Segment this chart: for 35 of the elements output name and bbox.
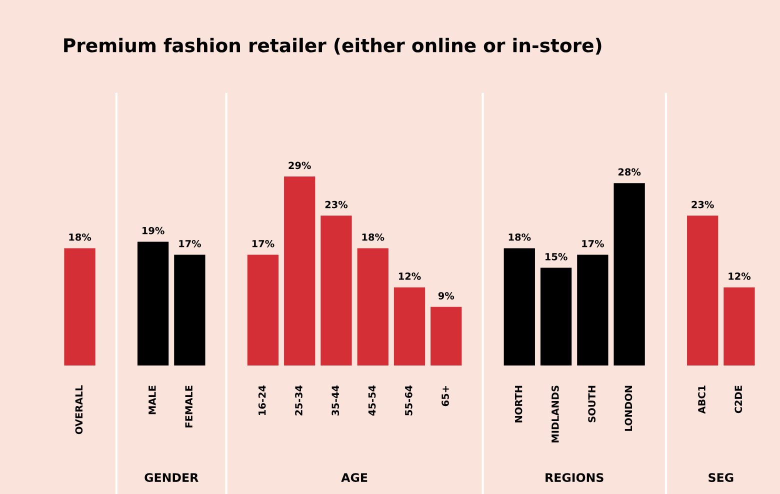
text: SEG <box>708 473 734 482</box>
data-label: 18% <box>69 233 92 241</box>
x-tick-label: 35-44 <box>332 385 340 416</box>
text: GENDER <box>144 473 198 482</box>
data-label: 29% <box>288 162 311 170</box>
data-label: 17% <box>179 240 202 248</box>
text: REGIONS <box>546 473 604 482</box>
data-label: 12% <box>728 272 751 280</box>
x-tick-label: 65+ <box>442 386 449 406</box>
data-label: 18% <box>362 233 384 241</box>
data-label: 18% <box>508 233 531 241</box>
data-label: 15% <box>546 253 568 260</box>
x-tick-label: 25-34 <box>295 385 302 416</box>
data-label: 17% <box>252 240 274 248</box>
text: AGE <box>341 473 368 482</box>
x-tick-label: 16-24 <box>258 385 266 415</box>
data-label: 23% <box>692 200 714 208</box>
x-tick-label: C2DE <box>734 386 742 414</box>
x-tick-label: SOUTH <box>588 386 596 422</box>
x-tick-label: MIDLANDS <box>552 386 559 442</box>
x-tick-label: OVERALL <box>75 385 83 434</box>
x-tick-label: FEMALE <box>185 386 192 428</box>
x-tick-label: MALE <box>148 386 156 414</box>
x-tick-label: 45-54 <box>368 385 376 416</box>
data-label: 12% <box>398 272 421 280</box>
data-label: 28% <box>618 168 641 176</box>
x-tick-label: NORTH <box>514 386 522 422</box>
x-tick-label: 55-64 <box>404 385 412 416</box>
data-label: 19% <box>142 226 164 234</box>
x-tick-label: ABC1 <box>698 386 706 414</box>
x-tick-label: LONDON <box>624 386 632 431</box>
data-label: 9% <box>438 292 454 300</box>
data-label: 17% <box>582 240 604 248</box>
data-label: 23% <box>325 200 348 208</box>
chart-title: Premium fashion retailer (either online or in-store) <box>64 38 602 55</box>
